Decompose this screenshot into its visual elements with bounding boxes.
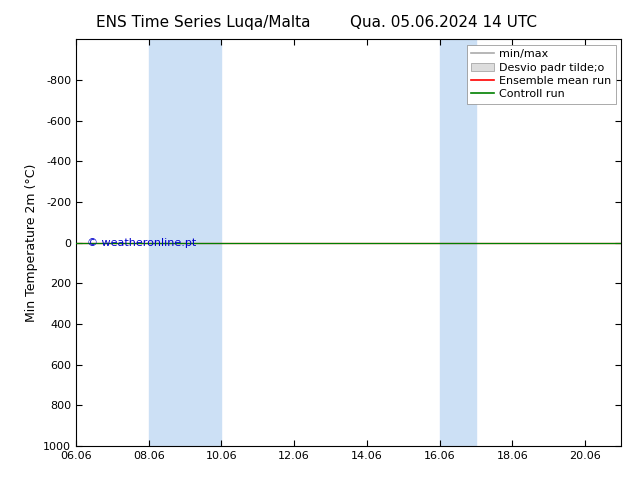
Bar [439, 39, 476, 446]
Bar [149, 39, 221, 446]
Text: © weatheronline.pt: © weatheronline.pt [87, 238, 197, 247]
Text: ENS Time Series Luqa/Malta: ENS Time Series Luqa/Malta [96, 15, 310, 30]
Text: Qua. 05.06.2024 14 UTC: Qua. 05.06.2024 14 UTC [351, 15, 537, 30]
Y-axis label: Min Temperature 2m (°C): Min Temperature 2m (°C) [25, 163, 37, 322]
Legend: min/max, Desvio padr tilde;o, Ensemble mean run, Controll run: min/max, Desvio padr tilde;o, Ensemble m… [467, 45, 616, 104]
